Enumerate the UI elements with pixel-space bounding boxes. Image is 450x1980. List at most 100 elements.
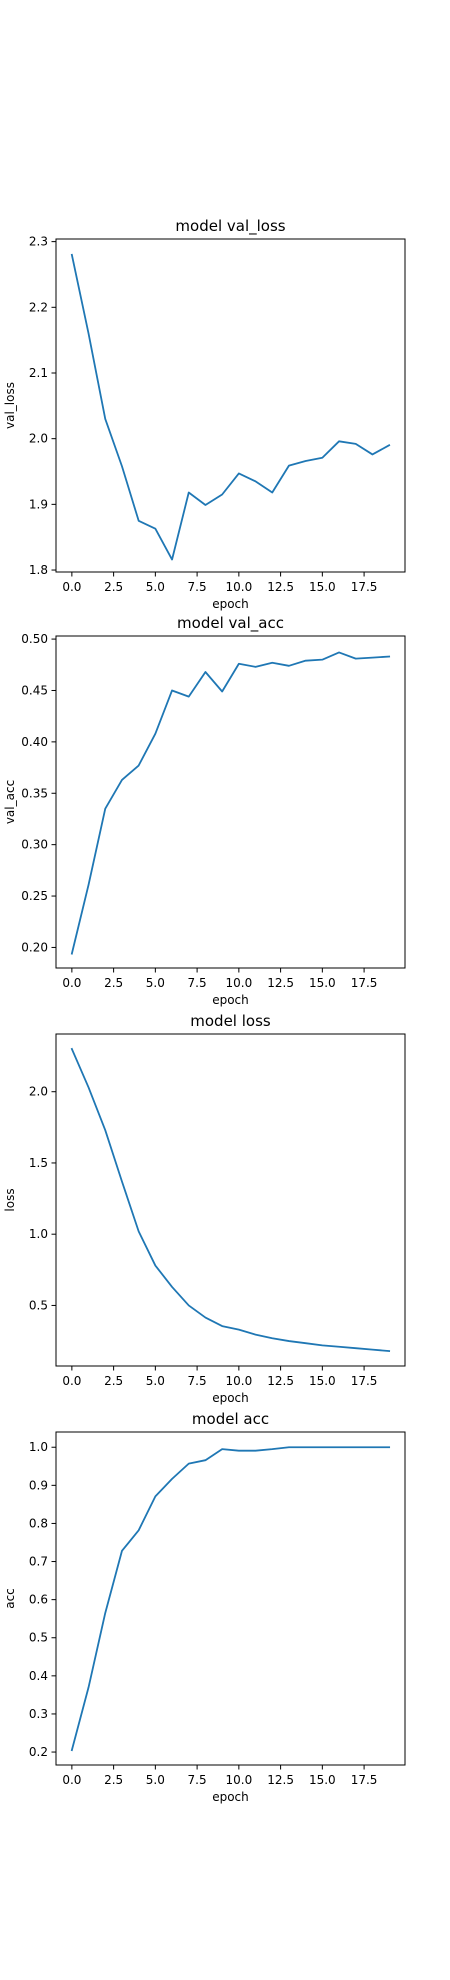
axes-frame — [55, 1033, 406, 1367]
x-tick-label: 17.5 — [351, 1374, 378, 1388]
y-tick-label: 0.3 — [29, 1707, 48, 1721]
data-point — [288, 465, 290, 467]
data-point — [388, 444, 390, 446]
x-tick-label: 5.0 — [146, 580, 165, 594]
data-point — [121, 779, 123, 781]
data-point — [205, 1459, 207, 1461]
data-point — [71, 254, 73, 256]
data-point — [121, 1181, 123, 1183]
data-point — [221, 1325, 223, 1327]
axes-frame — [55, 1431, 406, 1766]
x-tick-label: 2.5 — [104, 1773, 123, 1787]
series-line — [70, 1047, 391, 1353]
data-point — [121, 465, 123, 467]
data-point — [288, 1446, 290, 1448]
y-tick-label: 1.8 — [29, 563, 48, 577]
data-point — [205, 1317, 207, 1319]
x-tick-label: 12.5 — [267, 1374, 294, 1388]
x-tick-label: 15.0 — [309, 1773, 336, 1787]
x-tick-label: 15.0 — [309, 1374, 336, 1388]
data-point — [355, 1446, 357, 1448]
data-point — [138, 520, 140, 522]
y-axis-label: loss — [3, 1188, 17, 1211]
data-point — [88, 1087, 90, 1089]
x-tick-label: 10.0 — [225, 580, 252, 594]
data-point — [188, 1463, 190, 1465]
data-point — [255, 1450, 257, 1452]
data-point — [138, 1530, 140, 1532]
subplot-2: model val_acc 0.0 2.5 5.0 7.5 10.0 12.5 15.0 17.… — [3, 614, 406, 1007]
y-tick-label: 1.0 — [29, 1440, 48, 1454]
data-point — [205, 504, 207, 506]
x-tick-label: 10.0 — [225, 1374, 252, 1388]
x-tick-label: 12.5 — [267, 580, 294, 594]
data-point — [205, 671, 207, 673]
data-point — [104, 1129, 106, 1131]
data-point — [305, 660, 307, 662]
data-point — [372, 1446, 374, 1448]
x-axis-label: epoch — [212, 597, 249, 611]
y-tick-label: 0.40 — [21, 735, 48, 749]
y-tick-label: 0.5 — [29, 1298, 48, 1312]
data-point — [372, 1349, 374, 1351]
y-tick-label: 0.25 — [21, 889, 48, 903]
data-point — [155, 1496, 157, 1498]
x-tick-label: 7.5 — [188, 1773, 207, 1787]
data-point — [238, 1329, 240, 1331]
series-line — [70, 253, 391, 561]
y-tick-label: 0.50 — [21, 632, 48, 646]
data-point — [138, 765, 140, 767]
x-tick-label: 2.5 — [104, 1374, 123, 1388]
y-tick-label: 2.3 — [29, 235, 48, 249]
data-point — [121, 1550, 123, 1552]
data-point — [71, 1048, 73, 1050]
data-point — [372, 454, 374, 456]
subplot-1: model val_loss 0.0 2.5 5.0 7.5 10.0 12.5 15.0 17… — [3, 217, 406, 611]
data-point — [338, 1346, 340, 1348]
y-tick-label: 1.9 — [29, 497, 48, 511]
axes-frame — [55, 238, 406, 573]
data-point — [255, 481, 257, 483]
data-point — [188, 492, 190, 494]
series-line — [70, 651, 391, 955]
y-tick-label: 0.6 — [29, 1593, 48, 1607]
data-point — [155, 528, 157, 530]
x-tick-label: 17.5 — [351, 1773, 378, 1787]
data-point — [238, 473, 240, 475]
x-tick-label: 12.5 — [267, 1773, 294, 1787]
x-tick-label: 0.0 — [62, 1773, 81, 1787]
data-point — [338, 652, 340, 654]
chart-title: model acc — [192, 1410, 269, 1428]
data-point — [271, 662, 273, 664]
y-axis-label: val_acc — [3, 780, 17, 824]
data-point — [355, 443, 357, 445]
data-point — [155, 733, 157, 735]
subplot-3: model loss 0.0 2.5 5.0 7.5 10.0 12.5 15.0 17.5 0.… — [3, 1012, 406, 1405]
data-point — [104, 808, 106, 810]
x-tick-label: 2.5 — [104, 580, 123, 594]
y-tick-label: 0.7 — [29, 1555, 48, 1569]
x-tick-label: 17.5 — [351, 580, 378, 594]
data-point — [88, 333, 90, 335]
y-tick-label: 0.8 — [29, 1516, 48, 1530]
x-tick-label: 7.5 — [188, 976, 207, 990]
data-point — [71, 1749, 73, 1751]
x-tick-label: 0.0 — [62, 1374, 81, 1388]
y-tick-label: 0.2 — [29, 1745, 48, 1759]
data-point — [271, 1448, 273, 1450]
data-point — [221, 1448, 223, 1450]
data-point — [288, 665, 290, 667]
data-point — [305, 1342, 307, 1344]
x-tick-label: 5.0 — [146, 976, 165, 990]
data-point — [322, 659, 324, 661]
x-tick-label: 7.5 — [188, 580, 207, 594]
x-tick-label: 0.0 — [62, 976, 81, 990]
x-axis-label: epoch — [212, 1790, 249, 1804]
x-tick-label: 7.5 — [188, 1374, 207, 1388]
data-point — [322, 457, 324, 459]
data-point — [238, 1450, 240, 1452]
data-point — [388, 1446, 390, 1448]
y-tick-label: 2.2 — [29, 300, 48, 314]
data-point — [355, 1347, 357, 1349]
